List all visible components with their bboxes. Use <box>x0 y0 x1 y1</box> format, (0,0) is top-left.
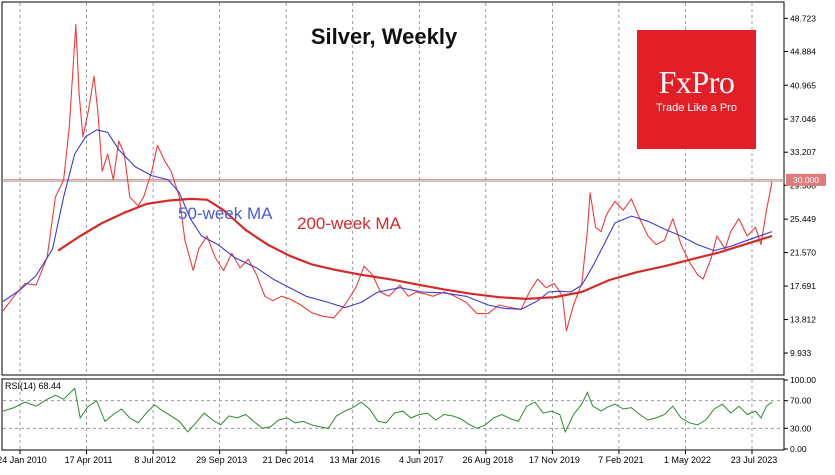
x-tick-label: 4 Jun 2017 <box>399 455 444 465</box>
x-tick-label: 7 Feb 2021 <box>598 455 644 465</box>
y-tick-label: 21.570 <box>790 248 816 258</box>
rsi-y-tick-label: 30.00 <box>790 423 812 433</box>
y-tick-label: 9.933 <box>790 348 812 358</box>
logo-brand: FxPro <box>658 64 735 100</box>
x-tick-label: 17 Nov 2019 <box>529 455 580 465</box>
x-tick-label: 23 Jul 2023 <box>731 455 778 465</box>
y-tick-label: 13.812 <box>790 315 816 325</box>
ma200-annotation: 200-week MA <box>297 214 402 233</box>
y-tick-label: 25.449 <box>790 214 816 224</box>
y-tick-label: 33.207 <box>790 147 816 157</box>
y-tick-label: 44.884 <box>790 46 816 56</box>
rsi-label: RSI(14) 68.44 <box>5 381 61 391</box>
y-tick-label: 37.046 <box>790 114 816 124</box>
fxpro-logo: FxPro Trade Like a Pro <box>637 30 756 149</box>
y-tick-label: 40.965 <box>790 80 816 90</box>
rsi-y-tick-label: 100.00 <box>790 375 816 385</box>
ma50-line <box>2 129 773 310</box>
x-tick-label: 24 Jan 2010 <box>0 455 47 465</box>
x-tick-label: 26 Aug 2018 <box>463 455 514 465</box>
x-tick-label: 17 Apr 2011 <box>65 455 113 465</box>
y-tick-label: 17.691 <box>790 281 816 291</box>
x-tick-label: 1 May 2022 <box>664 455 711 465</box>
ma200-line <box>57 197 773 300</box>
rsi-y-tick-label: 70.00 <box>790 396 812 406</box>
rsi-line <box>2 387 773 434</box>
rsi-y-tick-label: 0.00 <box>790 444 807 454</box>
ma50-annotation: 50-week MA <box>178 204 273 223</box>
level-tag <box>786 173 826 186</box>
x-tick-label: 29 Sep 2013 <box>196 455 247 465</box>
logo-tagline: Trade Like a Pro <box>656 102 737 114</box>
level-tag-label: 30.000 <box>793 175 819 185</box>
x-tick-label: 13 Mar 2016 <box>329 455 380 465</box>
x-tick-label: 21 Dec 2014 <box>263 455 314 465</box>
x-tick-label: 8 Jul 2012 <box>134 455 176 465</box>
chart-title: Silver, Weekly <box>311 24 458 49</box>
y-tick-label: 48.723 <box>790 13 816 23</box>
